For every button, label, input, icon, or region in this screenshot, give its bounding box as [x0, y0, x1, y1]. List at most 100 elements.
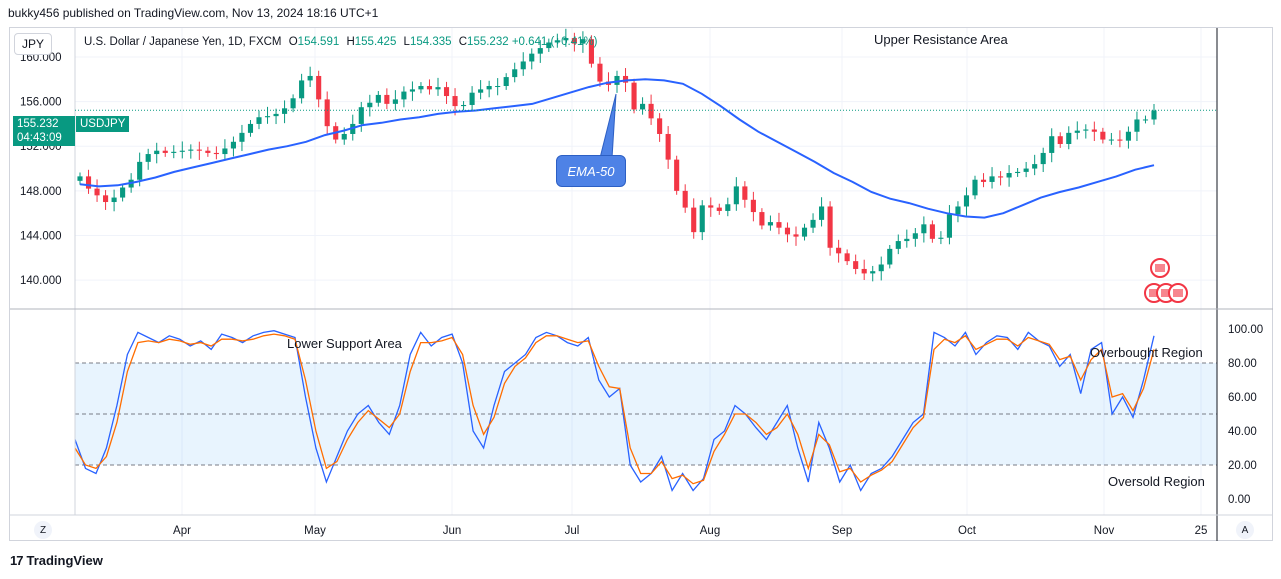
- candle-body: [716, 207, 722, 211]
- stoch-tick-label: 20.00: [1228, 460, 1257, 472]
- chart-frame: [9, 27, 1273, 541]
- candle-body: [1057, 136, 1063, 145]
- currency-button[interactable]: JPY: [14, 33, 52, 55]
- candle-body: [120, 187, 126, 198]
- candle-body: [85, 176, 92, 189]
- candle-body: [1151, 110, 1157, 120]
- stoch-band: [75, 362, 1217, 466]
- candle-body: [213, 152, 219, 155]
- candle-body: [878, 264, 884, 272]
- candle-body: [767, 222, 773, 226]
- stoch-tick-label: 100.00: [1228, 324, 1263, 336]
- candle-body: [963, 195, 970, 207]
- candle-body: [324, 99, 330, 127]
- price-tick-label: 148.000: [20, 186, 62, 198]
- candle-body: [230, 141, 236, 149]
- candle-body: [708, 205, 714, 208]
- candle-body: [861, 268, 867, 274]
- legend-low: 154.335: [409, 36, 452, 48]
- candle-body: [290, 98, 296, 109]
- legend-change: +0.641 (+0.41%): [511, 36, 598, 48]
- candle-body: [154, 150, 160, 155]
- candle-body: [205, 150, 211, 153]
- candle-body: [648, 103, 654, 119]
- tradingview-brand: TradingView: [26, 553, 103, 568]
- candle-body: [622, 75, 629, 83]
- last-price: 155.232: [17, 118, 59, 130]
- candle-body: [759, 212, 765, 226]
- candle-body: [171, 151, 177, 153]
- candle-body: [358, 107, 364, 124]
- candle-body: [103, 195, 109, 203]
- candle-body: [699, 205, 705, 233]
- overbought-label: Overbought Region: [1090, 345, 1203, 360]
- candle-body: [247, 123, 254, 133]
- candle-body: [980, 179, 987, 182]
- candle-body: [392, 99, 398, 104]
- candle-body: [1049, 136, 1055, 153]
- candle-body: [1006, 173, 1012, 178]
- candle-body: [512, 69, 518, 78]
- candle-body: [853, 261, 859, 269]
- candle-body: [1074, 130, 1080, 133]
- candle-body: [801, 227, 808, 237]
- candle-body: [1023, 168, 1029, 172]
- candle-body: [597, 63, 603, 82]
- candle-body: [733, 186, 739, 205]
- time-tick-label: Oct: [958, 525, 977, 537]
- candle-body: [316, 75, 322, 100]
- candle-body: [529, 53, 535, 62]
- us-flag-event-icon-fill: [1149, 289, 1159, 297]
- us-flag-event-icon-fill: [1155, 264, 1165, 272]
- candle-body: [196, 149, 202, 151]
- candle-body: [827, 206, 833, 248]
- candle-body: [657, 118, 663, 134]
- tradingview-logo-icon: 17: [10, 553, 24, 568]
- time-tick-label: Sep: [832, 525, 852, 537]
- stoch-d-line: [74, 333, 1155, 485]
- candle-body: [750, 199, 756, 213]
- time-tick-label: Jul: [565, 525, 580, 537]
- symbol-legend: U.S. Dollar / Japanese Yen, 1D, FXCM O15…: [84, 36, 598, 48]
- candle-body: [384, 94, 390, 104]
- candle-body: [256, 117, 262, 124]
- candle-body: [691, 207, 697, 233]
- candle-body: [571, 38, 577, 44]
- candle-body: [299, 80, 305, 99]
- ema-layer: [79, 78, 1155, 219]
- candle-body: [1040, 152, 1046, 165]
- candle-body: [162, 150, 168, 153]
- stoch-tick-label: 80.00: [1228, 358, 1257, 370]
- price-tick-label: 144.000: [20, 230, 62, 242]
- candle-body: [631, 82, 637, 110]
- time-tick-label: May: [304, 525, 326, 537]
- candle-body: [264, 116, 271, 118]
- candle-body: [912, 233, 918, 239]
- candle-body: [111, 197, 117, 203]
- candle-body: [1100, 131, 1106, 140]
- legend-high: 155.425: [354, 36, 397, 48]
- candle-body: [452, 96, 458, 107]
- grid: [75, 28, 1217, 515]
- candles: [77, 28, 1157, 282]
- candle-body: [375, 94, 381, 103]
- candle-body: [341, 133, 347, 140]
- legend-h-label: H: [346, 36, 355, 48]
- candle-body: [810, 219, 816, 228]
- auto-scale-button[interactable]: A: [1236, 521, 1254, 539]
- candle-body: [784, 227, 791, 235]
- candle-body: [554, 40, 560, 43]
- us-flag-event-icon-fill: [1161, 289, 1171, 297]
- candle-body: [870, 271, 876, 274]
- candle-body: [1015, 171, 1021, 174]
- last-price-badge: 155.232 04:43:09: [13, 116, 75, 146]
- lower-support-label: Lower Support Area: [287, 336, 402, 351]
- stoch-tick-label: 0.00: [1228, 494, 1250, 506]
- legend-c-label: C: [458, 36, 468, 48]
- candle-body: [546, 42, 552, 49]
- zoom-button[interactable]: Z: [34, 521, 52, 539]
- ema-callout: EMA-50: [556, 155, 626, 187]
- candle-body: [401, 91, 407, 100]
- candle-body: [435, 87, 441, 90]
